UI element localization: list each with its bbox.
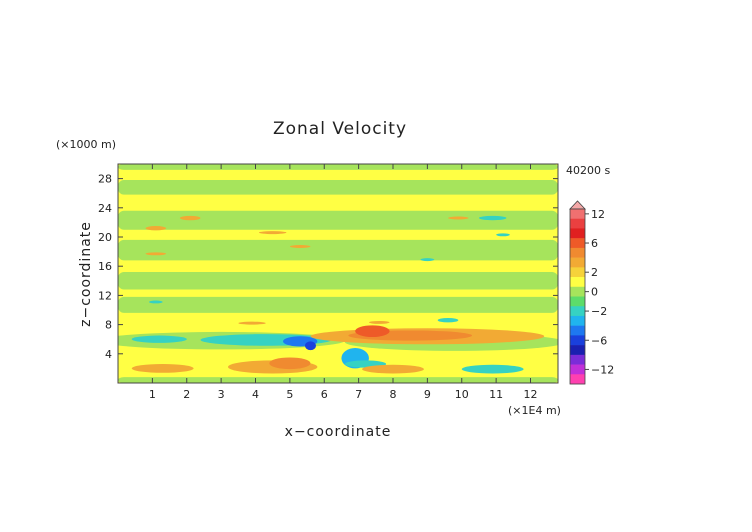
colorbar-label: −6 bbox=[591, 334, 607, 347]
colorbar-segment bbox=[570, 296, 585, 307]
field-band-5 bbox=[118, 164, 558, 170]
field-blob-26 bbox=[145, 226, 167, 231]
colorbar-cap bbox=[569, 200, 586, 210]
field-blob-21 bbox=[131, 364, 194, 373]
field-band-4 bbox=[118, 296, 558, 313]
chart-title: Zonal Velocity bbox=[273, 119, 407, 139]
colorbar-segment bbox=[570, 209, 585, 220]
colorbar-segment bbox=[570, 247, 585, 258]
colorbar-segment bbox=[570, 315, 585, 326]
y-unit-label: (×1000 m) bbox=[56, 138, 116, 151]
y-axis-title: z−coordinate bbox=[78, 221, 94, 327]
field-blob-10 bbox=[131, 335, 187, 343]
colorbar-frame bbox=[569, 208, 586, 385]
field-band-0 bbox=[118, 180, 558, 195]
velocity-field bbox=[118, 164, 558, 383]
x-axis-title: x−coordinate bbox=[285, 424, 392, 440]
x-tick-label: 6 bbox=[321, 388, 328, 401]
field-blob-29 bbox=[289, 245, 311, 248]
field-blob-28 bbox=[258, 231, 287, 235]
colorbar-segment bbox=[570, 335, 585, 346]
y-tick-label: 24 bbox=[98, 202, 112, 215]
colorbar-label: −2 bbox=[591, 305, 607, 318]
x-tick-label: 9 bbox=[424, 388, 431, 401]
x-tick-label: 11 bbox=[489, 388, 503, 401]
plot-frame bbox=[117, 163, 559, 384]
colorbar-segment bbox=[570, 267, 585, 278]
x-tick-label: 8 bbox=[390, 388, 397, 401]
field-blob-30 bbox=[448, 216, 469, 220]
colorbar-segment bbox=[570, 345, 585, 356]
field-blob-18 bbox=[355, 325, 390, 338]
y-axis: 4 8 12 16 20 24 28 bbox=[98, 173, 558, 361]
colorbar-segment bbox=[570, 374, 585, 385]
field-blob-31 bbox=[478, 215, 507, 221]
x-axis: 1 2 3 4 5 6 7 8 9 10 11 12 bbox=[149, 164, 538, 401]
field-blob-33 bbox=[420, 258, 435, 262]
colorbar-segment bbox=[570, 354, 585, 365]
field-blob-12 bbox=[305, 341, 316, 351]
colorbar-label: 2 bbox=[591, 266, 598, 279]
colorbar-segment bbox=[570, 325, 585, 336]
colorbar-label: 6 bbox=[591, 237, 598, 250]
x-tick-label: 7 bbox=[355, 388, 362, 401]
field-blob-27 bbox=[145, 252, 167, 256]
colorbar: 12 6 2 0 −2 −6 −12 bbox=[569, 200, 614, 385]
colorbar-segment bbox=[570, 277, 585, 288]
x-unit-label: (×1E4 m) bbox=[508, 404, 561, 417]
field-blob-23 bbox=[238, 321, 266, 325]
field-band-3 bbox=[118, 272, 558, 290]
x-tick-label: 5 bbox=[286, 388, 293, 401]
field-blob-35 bbox=[437, 318, 459, 323]
time-label: 40200 s bbox=[566, 164, 610, 177]
field-blob-25 bbox=[179, 215, 201, 221]
x-tick-label: 10 bbox=[455, 388, 469, 401]
field-band-6 bbox=[118, 377, 558, 383]
colorbar-segment bbox=[570, 228, 585, 239]
x-tick-label: 2 bbox=[183, 388, 190, 401]
y-tick-label: 4 bbox=[105, 348, 112, 361]
field-blob-20 bbox=[269, 357, 311, 370]
colorbar-label: −12 bbox=[591, 363, 614, 376]
colorbar-segment bbox=[570, 364, 585, 375]
field-blob-22 bbox=[362, 364, 424, 374]
y-tick-label: 20 bbox=[98, 231, 112, 244]
field-band-2 bbox=[118, 239, 558, 261]
colorbar-label: 0 bbox=[591, 286, 598, 299]
colorbar-label: 12 bbox=[591, 208, 605, 221]
field-band-1 bbox=[118, 210, 558, 230]
field-blob-15 bbox=[461, 364, 524, 374]
field-blob-32 bbox=[496, 233, 510, 237]
x-tick-label: 1 bbox=[149, 388, 156, 401]
colorbar-segment bbox=[570, 218, 585, 229]
y-tick-label: 28 bbox=[98, 173, 112, 186]
colorbar-segment bbox=[570, 257, 585, 268]
field-blob-34 bbox=[148, 300, 163, 304]
x-tick-label: 12 bbox=[524, 388, 538, 401]
y-tick-label: 8 bbox=[105, 319, 112, 332]
x-tick-label: 3 bbox=[218, 388, 225, 401]
y-tick-label: 12 bbox=[98, 289, 112, 302]
field-blob-24 bbox=[368, 320, 390, 324]
y-tick-label: 16 bbox=[98, 260, 112, 273]
colorbar-segment bbox=[570, 306, 585, 317]
colorbar-segment bbox=[570, 238, 585, 249]
colorbar-segment bbox=[570, 286, 585, 297]
x-tick-label: 4 bbox=[252, 388, 259, 401]
